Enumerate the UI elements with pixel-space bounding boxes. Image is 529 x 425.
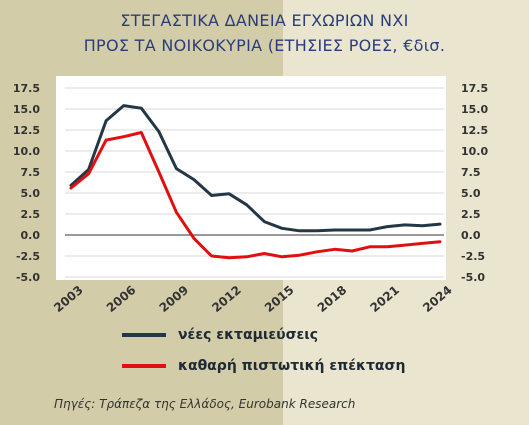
y-tick-label-left: 15.0 (13, 103, 40, 116)
y-tick-label-left: 0.0 (21, 229, 41, 242)
legend-item-net-credit-expansion: καθαρή πιστωτική επέκταση (122, 356, 405, 376)
legend-label: καθαρή πιστωτική επέκταση (178, 358, 406, 374)
x-tick-label: 2006 (104, 283, 139, 315)
y-tick-label-right: 5.0 (461, 187, 481, 200)
legend-swatch-red (122, 364, 166, 368)
plot-area (56, 76, 446, 280)
y-axis-left: 17.5 15.0 12.5 10.0 7.5 5.0 2.5 0.0 -2.5 -5.0 (13, 82, 40, 284)
legend-label: νέες εκταμιεύσεις (178, 327, 319, 343)
x-tick-label: 2021 (367, 283, 402, 315)
legend-item-new-disbursements: νέες εκταμιεύσεις (122, 325, 318, 345)
y-tick-label-right: 10.0 (461, 145, 488, 158)
chart-title-line-2: ΠΡΟΣ ΤΑ ΝΟΙΚΟΚΥΡΙΑ (ΕΤΗΣΙΕΣ ΡΟΕΣ, €δισ. (83, 36, 446, 55)
y-tick-label-right: -5.0 (461, 271, 485, 284)
series-line (69, 104, 442, 233)
x-tick-label: 2018 (315, 283, 350, 315)
y-tick-label-left: 10.0 (13, 145, 40, 158)
source-note: Πηγές: Τράπεζα της Ελλάδος, Eurobank Res… (54, 397, 356, 411)
y-tick-label-left: 2.5 (21, 208, 41, 221)
x-tick-label: 2015 (262, 283, 297, 315)
y-tick-label-right: 12.5 (461, 124, 488, 137)
x-axis: 2003 2006 2009 2012 2015 2018 2021 2024 (51, 283, 455, 315)
y-tick-label-left: 17.5 (13, 82, 40, 95)
y-tick-label-right: -2.5 (461, 250, 485, 263)
y-tick-label-left: -5.0 (16, 271, 40, 284)
legend-swatch-dark (122, 333, 166, 337)
y-tick-label-right: 17.5 (461, 82, 488, 95)
y-tick-label-left: 5.0 (21, 187, 41, 200)
y-axis-right: 17.5 15.0 12.5 10.0 7.5 5.0 2.5 0.0 -2.5 -5.0 (461, 82, 488, 284)
y-tick-label-left: 7.5 (21, 166, 41, 179)
y-tick-label-left: 12.5 (13, 124, 40, 137)
y-tick-label-right: 7.5 (461, 166, 481, 179)
y-tick-label-right: 0.0 (461, 229, 481, 242)
chart-title-line-1: ΣΤΕΓΑΣΤΙΚΑ ΔΑΝΕΙΑ ΕΓΧΩΡΙΩΝ ΝΧΙ (120, 11, 409, 30)
x-tick-label: 2009 (157, 283, 192, 315)
y-tick-label-right: 15.0 (461, 103, 488, 116)
series-line (69, 131, 442, 260)
x-tick-label: 2003 (51, 283, 86, 315)
gridlines (65, 87, 444, 278)
x-tick-label: 2012 (209, 283, 244, 315)
y-tick-label-right: 2.5 (461, 208, 481, 221)
series-lines (69, 104, 442, 260)
x-tick-label: 2024 (420, 283, 455, 315)
y-tick-label-left: -2.5 (16, 250, 40, 263)
